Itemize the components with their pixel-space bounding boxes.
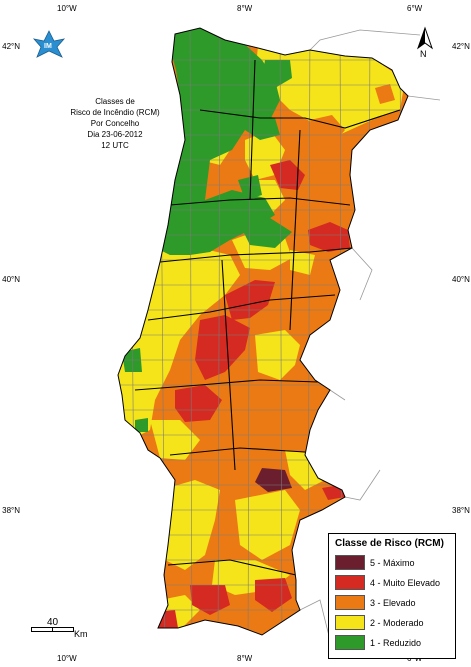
legend-item-muito-elevado: 4 - Muito Elevado xyxy=(335,573,449,592)
tick-top-6w: 6°W xyxy=(407,4,423,13)
legend-swatch-moderado xyxy=(335,615,365,630)
north-arrow-icon xyxy=(417,26,433,50)
legend-title: Classe de Risco (RCM) xyxy=(335,538,444,549)
title-line-3: Por Concelho xyxy=(90,119,140,128)
title-line-5: 12 UTC xyxy=(101,141,129,150)
legend-item-reduzido: 1 - Reduzido xyxy=(335,633,449,652)
legend-label-maximo: 5 - Máximo xyxy=(370,557,415,568)
logo-text: IM xyxy=(44,43,52,50)
title-line-4: Dia 23-06-2012 xyxy=(87,130,143,139)
map-title: Classes de Risco de Incêndio (RCM) Por C… xyxy=(50,96,180,151)
north-label: N xyxy=(420,49,427,59)
tick-bottom-8w: 8°W xyxy=(237,654,253,663)
legend-item-maximo: 5 - Máximo xyxy=(335,553,449,572)
title-line-1: Classes de xyxy=(95,97,135,106)
tick-top-8w: 8°W xyxy=(237,4,253,13)
legend-swatch-reduzido xyxy=(335,635,365,650)
legend-swatch-muito-elevado xyxy=(335,575,365,590)
scale-value: 40 xyxy=(47,617,59,628)
institute-logo: IM xyxy=(32,30,66,58)
legend-label-muito-elevado: 4 - Muito Elevado xyxy=(370,577,441,588)
legend-label-moderado: 2 - Moderado xyxy=(370,617,424,628)
tick-top-10w: 10°W xyxy=(57,4,77,13)
tick-right-42n: 42°N xyxy=(452,42,470,51)
legend-label-reduzido: 1 - Reduzido xyxy=(370,637,422,648)
scale-unit: Km xyxy=(74,629,88,639)
tick-right-38n: 38°N xyxy=(452,506,470,515)
legend: Classe de Risco (RCM) 5 - Máximo 4 - Mui… xyxy=(328,533,456,659)
legend-label-elevado: 3 - Elevado xyxy=(370,597,416,608)
title-line-2: Risco de Incêndio (RCM) xyxy=(70,108,160,117)
tick-left-40n: 40°N xyxy=(2,275,20,284)
legend-swatch-maximo xyxy=(335,555,365,570)
legend-item-moderado: 2 - Moderado xyxy=(335,613,449,632)
legend-swatch-elevado xyxy=(335,595,365,610)
tick-right-40n: 40°N xyxy=(452,275,470,284)
tick-left-42n: 42°N xyxy=(2,42,20,51)
scale-bar xyxy=(31,627,74,632)
tick-bottom-10w: 10°W xyxy=(57,654,77,663)
legend-item-elevado: 3 - Elevado xyxy=(335,593,449,612)
tick-left-38n: 38°N xyxy=(2,506,20,515)
